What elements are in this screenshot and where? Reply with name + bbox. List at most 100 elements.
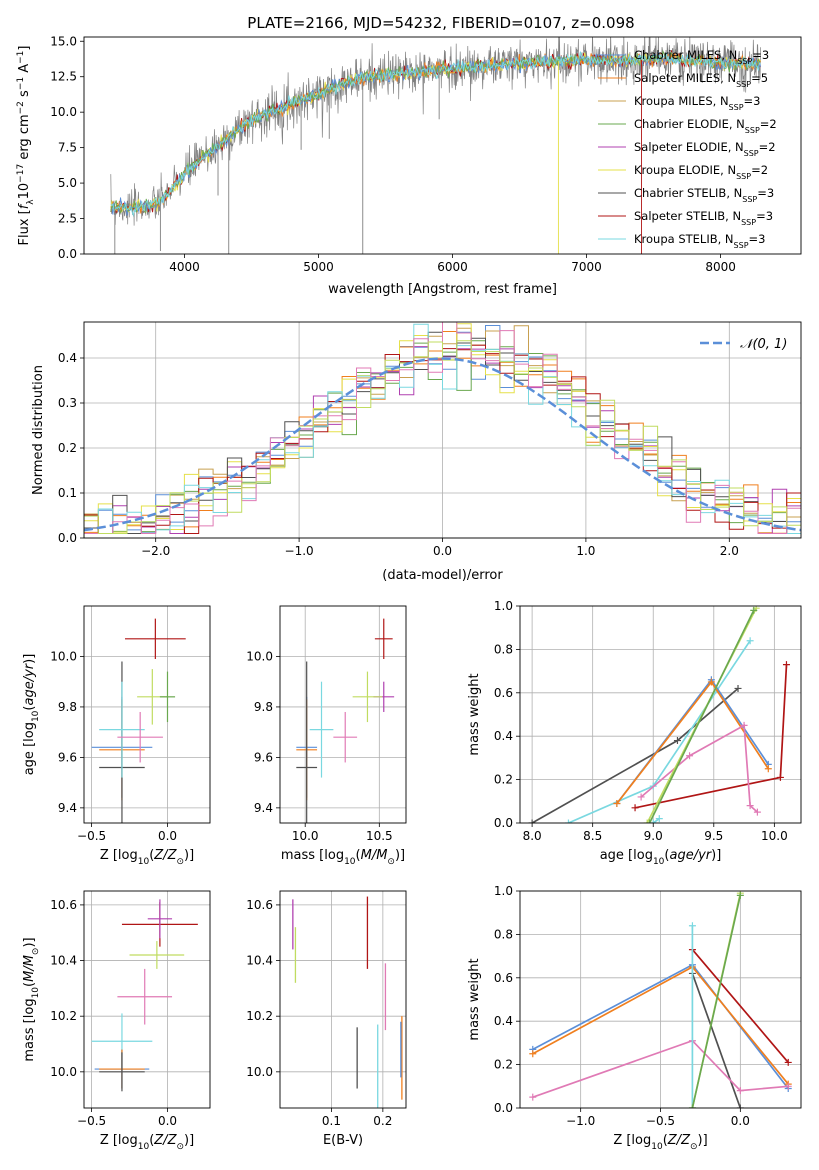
y-tick-label: 0.0	[58, 247, 77, 261]
legend-label: Chabrier STELIB, NSSP=3	[634, 186, 774, 204]
weight-marker	[750, 606, 758, 614]
x-tick-label: 10.0	[761, 829, 788, 843]
weight-marker	[686, 752, 694, 760]
weight-marker	[646, 819, 654, 823]
x-tick-label: 10.0	[292, 829, 319, 843]
x-tick-label: 9.5	[704, 829, 723, 843]
y-tick-label: 10.2	[246, 1009, 273, 1023]
plot-area	[296, 618, 395, 823]
x-tick-label: 5000	[303, 260, 334, 274]
axes-frame	[519, 605, 802, 824]
weight-line-kroupa_stelib	[652, 818, 660, 823]
y-tick-label: 0.4	[58, 351, 77, 365]
weight-marker	[688, 922, 696, 930]
legend-label: Kroupa ELODIE, NSSP=2	[634, 163, 768, 181]
x-tick-label: 10.5	[366, 829, 393, 843]
axes-frame	[279, 890, 407, 1109]
panel-mass_vs_ebv: 0.1 0.2 10.0 10.2 10.4 10.6 E(B-V)	[246, 890, 407, 1148]
y-tick-label: 0.3	[58, 396, 77, 410]
x-tick-label: −0.5	[646, 1114, 675, 1128]
panel-spectrum: 4000 5000 6000 7000 8000 0.0 2.5 5.0 7.5 10.0 12.5…	[16, 34, 802, 297]
y-tick-label: 9.6	[58, 750, 77, 764]
y-tick-label: 10.0	[246, 649, 273, 663]
x-tick-label: 0.0	[158, 1114, 177, 1128]
weight-marker	[746, 802, 754, 810]
y-tick-label: 0.0	[58, 531, 77, 545]
x-axis-label: E(B-V)	[323, 1133, 363, 1148]
panel-age_vs_z: −0.5 0.0 9.4 9.6 9.8 10.0 Z [log10(Z/Z⊙)] age […	[22, 605, 211, 867]
x-axis-label: wavelength [Angstrom, rest frame]	[328, 282, 557, 297]
y-tick-label: 0.6	[494, 971, 513, 985]
axes-frame	[83, 321, 802, 539]
x-tick-label: −1.0	[285, 544, 314, 558]
y-tick-label: 1.0	[494, 599, 513, 613]
legend-label: Kroupa MILES, NSSP=3	[634, 94, 760, 112]
y-tick-label: 10.6	[50, 898, 77, 912]
weight-marker	[776, 773, 784, 781]
weight-line-pink	[532, 1039, 789, 1099]
weight-marker	[613, 799, 621, 807]
x-tick-label: 4000	[169, 260, 200, 274]
weight-marker	[637, 793, 645, 801]
plots-container: 4000 5000 6000 7000 8000 0.0 2.5 5.0 7.5 10.0 12.5…	[16, 34, 802, 1152]
y-axis-label: Flux [fλ10−17 erg cm−2 s−1 A−1]	[16, 46, 36, 246]
plot-area	[84, 322, 801, 538]
x-axis-label: Z [log10(Z/Z⊙)]	[100, 848, 194, 867]
weight-marker	[529, 1093, 537, 1101]
weight-marker	[753, 808, 761, 816]
x-tick-label: −0.5	[77, 1114, 106, 1128]
y-tick-label: 0.8	[494, 927, 513, 941]
x-axis-label: (data-model)/error	[382, 568, 503, 583]
weight-marker	[764, 765, 772, 773]
weight-marker	[740, 721, 748, 729]
legend-label: Kroupa STELIB, NSSP=3	[634, 232, 765, 250]
x-tick-label: −2.0	[141, 544, 170, 558]
axes-frame	[83, 36, 802, 255]
y-tick-label: 10.4	[246, 954, 273, 968]
weight-marker	[688, 1104, 696, 1108]
weight-line-chabrier_stelib	[531, 687, 739, 823]
y-tick-label: 9.4	[58, 801, 77, 815]
weight-marker	[564, 819, 572, 823]
x-tick-label: 8.0	[523, 829, 542, 843]
panel-mass_vs_z: −0.5 0.0 10.0 10.2 10.4 10.6 Z [log10(Z/Z⊙)] ma…	[22, 890, 211, 1152]
x-tick-label: 0.1	[322, 1114, 341, 1128]
y-tick-label: 0.2	[494, 1058, 513, 1072]
x-tick-label: 8.5	[583, 829, 602, 843]
x-axis-label: Z [log10(Z/Z⊙)]	[100, 1133, 194, 1152]
x-tick-label: 0.2	[373, 1114, 392, 1128]
weight-marker	[673, 737, 681, 745]
residual-legend: 𝒩(0, 1)	[700, 337, 787, 352]
plot-area	[91, 899, 198, 1092]
weight-marker	[736, 1087, 744, 1095]
y-axis-label: Normed distribution	[31, 365, 46, 495]
histogram-lime	[84, 340, 801, 538]
plot-area	[91, 618, 186, 823]
weight-line-chabrier_elodie	[691, 895, 742, 1108]
weight-marker	[736, 1104, 744, 1108]
y-tick-label: 0.1	[58, 486, 77, 500]
x-tick-label: −1.0	[566, 1114, 595, 1128]
legend-label: Chabrier MILES, NSSP=3	[634, 48, 769, 66]
x-tick-label: 9.0	[644, 829, 663, 843]
y-tick-label: 1.0	[494, 884, 513, 898]
axes-frame	[519, 890, 802, 1109]
x-tick-label: 7000	[571, 260, 602, 274]
weight-line-kroupa_stelib	[568, 640, 751, 823]
figure-title: PLATE=2166, MJD=54232, FIBERID=0107, z=0…	[247, 14, 634, 32]
y-tick-label: 15.0	[50, 34, 77, 48]
axes-frame	[83, 890, 211, 1109]
y-tick-label: 10.2	[50, 1009, 77, 1023]
x-axis-label: age [log10(age/yr)]	[600, 848, 722, 867]
x-tick-label: 0.0	[731, 1114, 750, 1128]
y-tick-label: 2.5	[58, 212, 77, 226]
y-tick-label: 9.8	[58, 700, 77, 714]
plot-area	[110, 37, 761, 254]
y-tick-label: 10.0	[50, 105, 77, 119]
model-spectrum-salpeter_miles	[110, 52, 761, 214]
weight-marker	[707, 678, 715, 686]
y-axis-label: mass weight	[467, 958, 482, 1040]
y-tick-label: 0.4	[494, 1014, 513, 1028]
weight-marker	[528, 819, 536, 823]
x-tick-label: 1.0	[576, 544, 595, 558]
